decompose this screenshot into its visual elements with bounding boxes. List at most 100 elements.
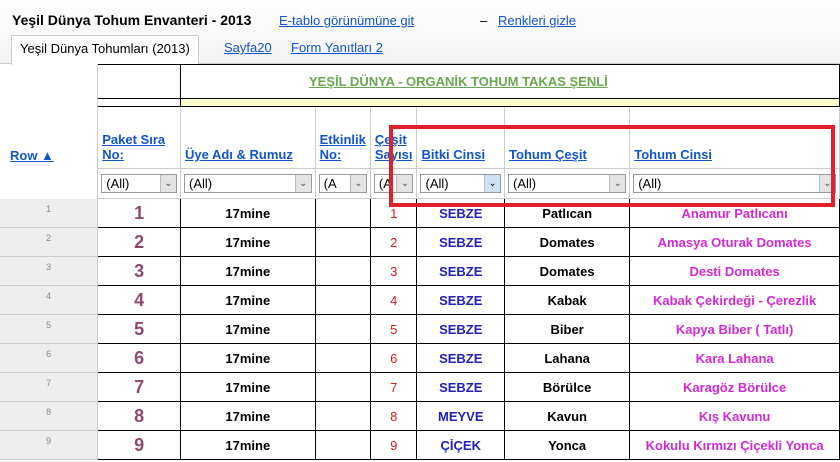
header-tohum-cinsi[interactable]: Tohum Cinsi bbox=[634, 147, 712, 162]
filter-uye-adi[interactable]: (All) ⌄ bbox=[183, 174, 312, 193]
cell-uye-adi: 17mine bbox=[179, 343, 316, 373]
cell-cesit-sayisi: 9 bbox=[369, 430, 418, 460]
cell-paket-sira-no: 9 bbox=[97, 430, 181, 460]
cell-row-number: 2 bbox=[0, 227, 99, 257]
cell-tohum-cesit: Domates bbox=[504, 256, 631, 286]
cell-tohum-cesit: Kabak bbox=[504, 285, 631, 315]
cell-bitki-cinsi: SEBZE bbox=[416, 198, 506, 228]
table-row: 5 5 17mine 5 SEBZE Biber Kapya Biber ( Tatlı) bbox=[0, 314, 840, 344]
table-row: 4 4 17mine 4 SEBZE Kabak Kabak Çekirdeği - Çer… bbox=[0, 285, 840, 315]
document-title: Yeşil Dünya Tohum Envanteri - 2013 bbox=[12, 12, 252, 28]
cell-tohum-cesit: Yonca bbox=[504, 430, 631, 460]
chevron-down-icon: ⌄ bbox=[609, 175, 626, 192]
table-row: 3 3 17mine 3 SEBZE Domates Desti Domates bbox=[0, 256, 840, 286]
chevron-down-icon: ⌄ bbox=[349, 175, 366, 192]
cell-tohum-cesit: Börülce bbox=[504, 372, 631, 402]
tab-yesil-dunya-tohumlari[interactable]: Yeşil Dünya Tohumları (2013) bbox=[11, 35, 199, 65]
table-row: 2 2 17mine 2 SEBZE Domates Amasya Oturak Domat… bbox=[0, 227, 840, 257]
sheet-table: YEŞİL DÜNYA - ORGANİK TOHUM TAKAS ŞENLİ … bbox=[0, 64, 840, 460]
filter-paket-sira-no[interactable]: (All) ⌄ bbox=[101, 174, 177, 193]
cell-row-number: 7 bbox=[0, 372, 99, 402]
hide-colors-link[interactable]: Renkleri gizle bbox=[498, 13, 577, 28]
cell-uye-adi: 17mine bbox=[179, 256, 316, 286]
cell-row-number: 9 bbox=[0, 430, 99, 460]
cell-uye-adi: 17mine bbox=[179, 314, 316, 344]
cell-tohum-cinsi: Karagöz Börülce bbox=[629, 372, 840, 402]
cell-etkinlik-no bbox=[314, 430, 371, 460]
cell-paket-sira-no: 2 bbox=[97, 227, 181, 257]
cell-paket-sira-no: 8 bbox=[97, 401, 181, 431]
cell-etkinlik-no bbox=[314, 401, 371, 431]
filter-bitki-cinsi[interactable]: (All) ⌄ bbox=[420, 174, 502, 193]
tab-sayfa20[interactable]: Sayfa20 bbox=[224, 40, 272, 55]
cell-row-number: 8 bbox=[0, 401, 99, 431]
cell-paket-sira-no: 6 bbox=[97, 343, 181, 373]
filter-tohum-cesit[interactable]: (All) ⌄ bbox=[508, 174, 627, 193]
cell-bitki-cinsi: SEBZE bbox=[416, 314, 506, 344]
cell-cesit-sayisi: 3 bbox=[369, 256, 418, 286]
cell-row-number: 1 bbox=[0, 198, 99, 228]
cell-tohum-cinsi: Anamur Patlıcanı bbox=[629, 198, 840, 228]
header-cesit-sayisi[interactable]: Çeşit Sayısı bbox=[374, 132, 413, 162]
cell-etkinlik-no bbox=[314, 314, 371, 344]
table-row: 6 6 17mine 6 SEBZE Lahana Kara Lahana bbox=[0, 343, 840, 373]
header-tohum-cesit[interactable]: Tohum Çeşit bbox=[509, 147, 587, 162]
table-row: 9 9 17mine 9 ÇİÇEK Yonca Kokulu Kırmızı Çiçekl… bbox=[0, 430, 840, 460]
cell-bitki-cinsi: ÇİÇEK bbox=[416, 430, 506, 460]
cell-cesit-sayisi: 6 bbox=[369, 343, 418, 373]
filter-tohum-cinsi[interactable]: (All) ⌄ bbox=[633, 174, 836, 193]
table-row: 1 1 17mine 1 SEBZE Patlıcan Anamur Patlıcanı bbox=[0, 198, 840, 228]
cell-uye-adi: 17mine bbox=[179, 285, 316, 315]
cell-tohum-cinsi: Desti Domates bbox=[629, 256, 840, 286]
cell-tohum-cinsi: Kokulu Kırmızı Çiçekli Yonca bbox=[629, 430, 840, 460]
cell-etkinlik-no bbox=[314, 372, 371, 402]
cell-bitki-cinsi: SEBZE bbox=[416, 256, 506, 286]
cell-etkinlik-no bbox=[314, 256, 371, 286]
cell-uye-adi: 17mine bbox=[179, 198, 316, 228]
cell-etkinlik-no bbox=[314, 227, 371, 257]
spreadsheet-view-link[interactable]: E-tablo görünümüne git bbox=[279, 13, 415, 28]
cell-row-number: 3 bbox=[0, 256, 99, 286]
row-sort-header[interactable]: Row ▲ bbox=[10, 147, 54, 163]
yellow-strip bbox=[179, 98, 840, 107]
cell-bitki-cinsi: SEBZE bbox=[416, 372, 506, 402]
cell-tohum-cesit: Patlıcan bbox=[504, 198, 631, 228]
cell-tohum-cesit: Biber bbox=[504, 314, 631, 344]
cell-bitki-cinsi: MEYVE bbox=[416, 401, 506, 431]
cell-bitki-cinsi: SEBZE bbox=[416, 227, 506, 257]
cell-tohum-cesit: Kavun bbox=[504, 401, 631, 431]
cell-tohum-cinsi: Amasya Oturak Domates bbox=[629, 227, 840, 257]
cell-tohum-cinsi: Kapya Biber ( Tatlı) bbox=[629, 314, 840, 344]
cell-tohum-cinsi: Kara Lahana bbox=[629, 343, 840, 373]
cell-bitki-cinsi: SEBZE bbox=[416, 343, 506, 373]
header-paket-sira-no[interactable]: Paket Sıra No: bbox=[102, 132, 166, 162]
header-uye-adi[interactable]: Üye Adı & Rumuz bbox=[184, 147, 293, 162]
cell-uye-adi: 17mine bbox=[179, 227, 316, 257]
banner-title: YEŞİL DÜNYA - ORGANİK TOHUM TAKAS ŞENLİ bbox=[179, 64, 840, 99]
header-etkinlik-no[interactable]: Etkinlik No: bbox=[319, 132, 366, 162]
cell-tohum-cinsi: Kış Kavunu bbox=[629, 401, 840, 431]
chevron-down-icon: ⌄ bbox=[396, 175, 413, 192]
cell-cesit-sayisi: 7 bbox=[369, 372, 418, 402]
cell-paket-sira-no: 7 bbox=[97, 372, 181, 402]
cell-row-number: 6 bbox=[0, 343, 99, 373]
chevron-down-icon: ⌄ bbox=[819, 175, 835, 192]
cell-uye-adi: 17mine bbox=[179, 401, 316, 431]
chevron-down-icon: ⌄ bbox=[484, 175, 501, 192]
chevron-down-icon: ⌄ bbox=[159, 175, 176, 192]
cell-cesit-sayisi: 8 bbox=[369, 401, 418, 431]
cell-paket-sira-no: 4 bbox=[97, 285, 181, 315]
tab-form-yanitlari-2[interactable]: Form Yanıtları 2 bbox=[291, 40, 383, 55]
separator: – bbox=[480, 13, 488, 28]
header-bitki-cinsi[interactable]: Bitki Cinsi bbox=[421, 147, 486, 162]
filter-etkinlik-no[interactable]: (A ⌄ bbox=[318, 174, 367, 193]
filter-cesit-sayisi[interactable]: (A ⌄ bbox=[373, 174, 414, 193]
cell-uye-adi: 17mine bbox=[179, 430, 316, 460]
cell-etkinlik-no bbox=[314, 285, 371, 315]
cell-tohum-cesit: Domates bbox=[504, 227, 631, 257]
top-bar: Yeşil Dünya Tohum Envanteri - 2013 E-tab… bbox=[0, 0, 840, 65]
cell-cesit-sayisi: 5 bbox=[369, 314, 418, 344]
table-row: 8 8 17mine 8 MEYVE Kavun Kış Kavunu bbox=[0, 401, 840, 431]
chevron-down-icon: ⌄ bbox=[294, 175, 311, 192]
cell-row-number: 5 bbox=[0, 314, 99, 344]
